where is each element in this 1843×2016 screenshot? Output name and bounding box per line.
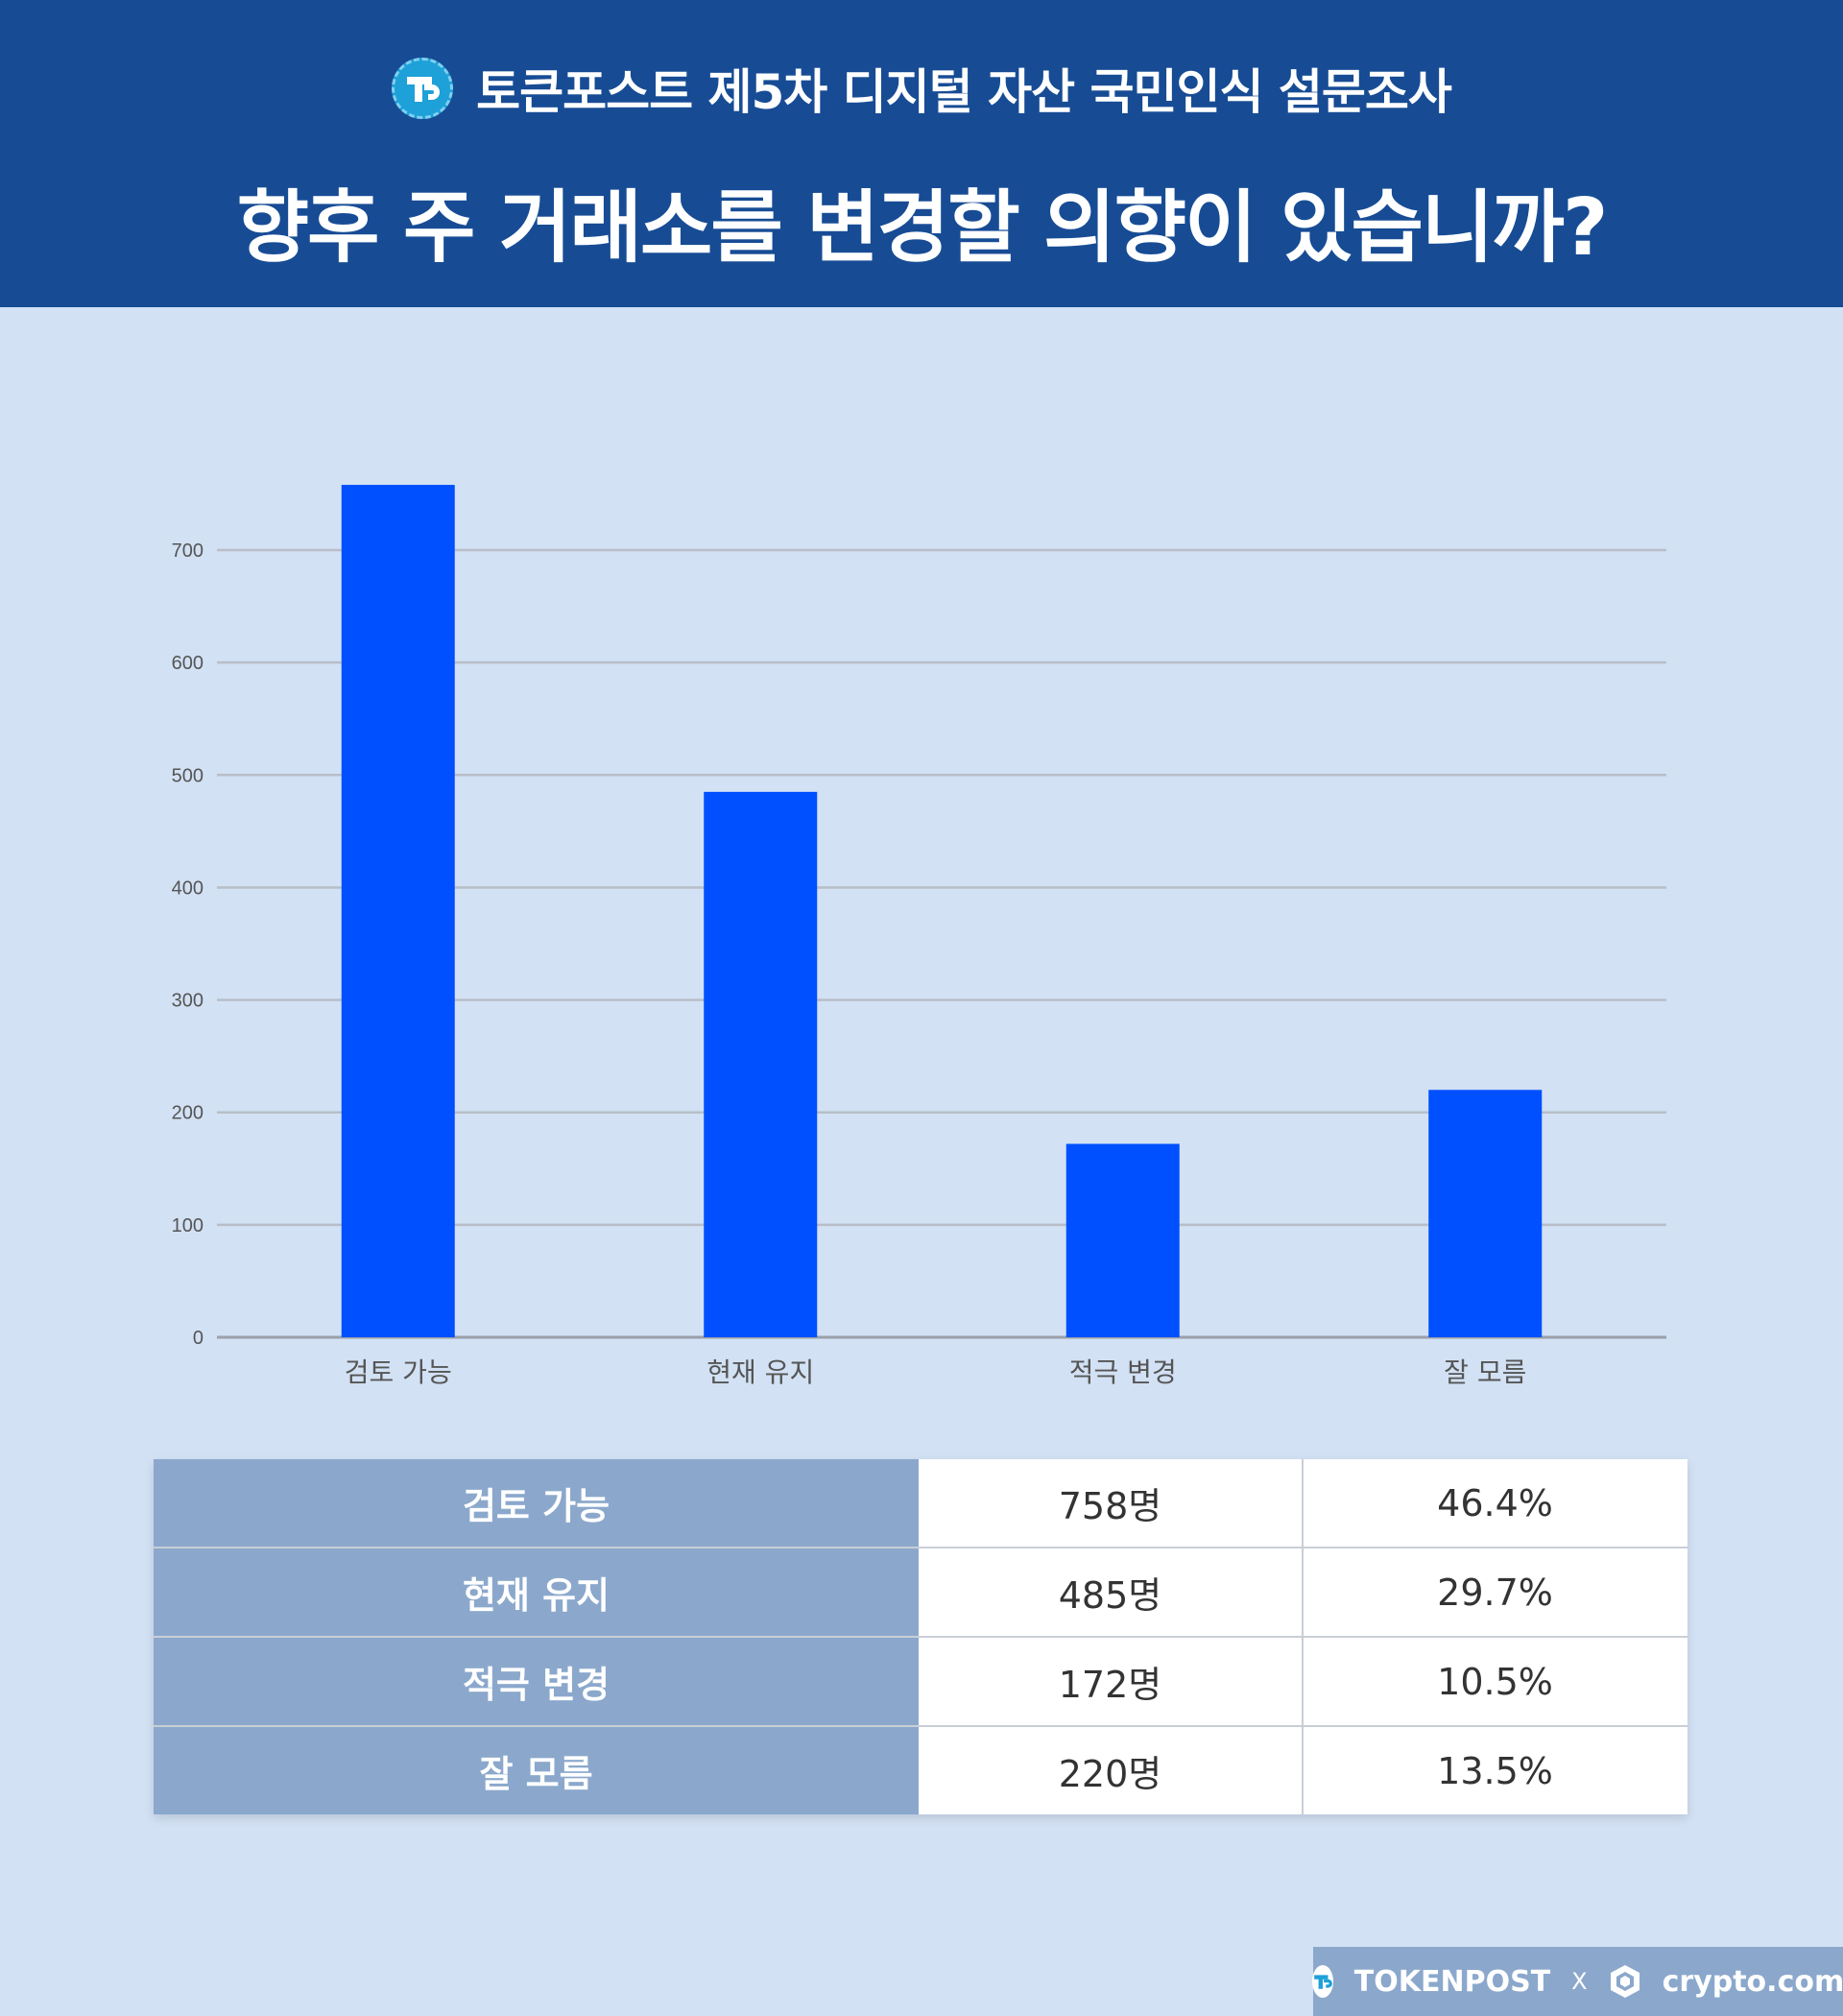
bar-chart: 0 100 200 300 400 500 600 700 검토 가능 현재 유지 적극 변경 잘 모… [0,307,1843,1440]
results-table: 검토 가능 758명 46.4% 현재 유지 485명 29.7% 적극 변경 … [154,1459,1687,1814]
question-title: 향후 주 거래소를 변경할 의향이 있습니까? [236,182,1609,274]
y-tick-label: 0 [193,1328,203,1349]
table-row: 현재 유지 485명 29.7% [154,1548,1687,1638]
survey-title: 토큰포스트 제5차 디지털 자산 국민인식 설문조사 [476,64,1452,120]
y-tick-label: 100 [172,1215,203,1236]
x-category-label: 잘 모름 [1444,1356,1526,1388]
brand-tokenpost: TOKENPOST [1353,1964,1551,1999]
row-count: 758명 [919,1459,1304,1547]
brand-separator: X [1571,1968,1588,1995]
x-category-label: 검토 가능 [345,1356,452,1388]
row-label: 현재 유지 [154,1548,919,1636]
tokenpost-logo-icon [392,58,454,119]
survey-title-row: 토큰포스트 제5차 디지털 자산 국민인식 설문조사 [0,50,1843,127]
row-count: 172명 [919,1638,1304,1725]
y-tick-label: 700 [172,540,203,562]
bar [1428,1090,1543,1337]
header-banner: 토큰포스트 제5차 디지털 자산 국민인식 설문조사 향후 주 거래소를 변경할… [0,0,1843,307]
row-percent: 10.5% [1304,1638,1687,1725]
row-label: 적극 변경 [154,1638,919,1725]
row-percent: 46.4% [1304,1459,1687,1547]
bar [341,485,455,1337]
bar [1065,1143,1180,1337]
tokenpost-logo-icon [1311,1965,1333,1998]
row-percent: 29.7% [1304,1548,1687,1636]
footer-brand-bar: TOKENPOST X crypto.com [1311,1947,1843,2016]
row-label: 잘 모름 [154,1727,919,1814]
x-category-label: 적극 변경 [1069,1356,1177,1388]
x-category-label: 현재 유지 [706,1356,814,1388]
bar-chart-svg: 0 100 200 300 400 500 600 700 검토 가능 현재 유지 적극 변경 잘 모… [172,485,1666,1388]
brand-crypto-com: crypto.com [1662,1964,1843,1999]
y-tick-label: 300 [172,991,203,1012]
bar [704,791,818,1337]
y-tick-label: 400 [172,877,203,899]
y-tick-label: 200 [172,1103,203,1124]
row-label: 검토 가능 [154,1459,919,1547]
y-tick-label: 600 [172,653,203,674]
table-row: 잘 모름 220명 13.5% [154,1727,1687,1814]
row-count: 485명 [919,1548,1304,1636]
table-row: 적극 변경 172명 10.5% [154,1638,1687,1727]
crypto-com-logo-icon [1609,1963,1641,2000]
row-percent: 13.5% [1304,1727,1687,1814]
table-row: 검토 가능 758명 46.4% [154,1459,1687,1548]
row-count: 220명 [919,1727,1304,1814]
y-tick-label: 500 [172,765,203,786]
